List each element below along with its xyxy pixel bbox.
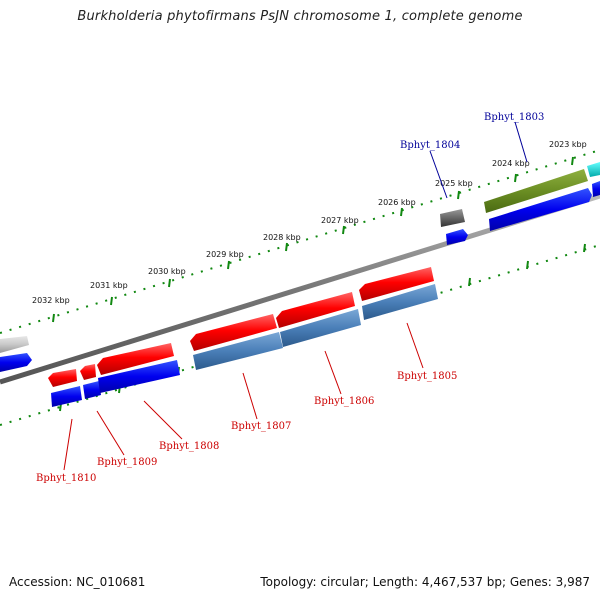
kbp-label: 2025 kbp bbox=[435, 179, 473, 188]
gene-feature bbox=[97, 343, 174, 375]
kbp-label: 2026 kbp bbox=[378, 198, 416, 207]
gene-label: Bphyt_1804 bbox=[400, 140, 460, 151]
gene-feature bbox=[484, 169, 588, 213]
map-title: Burkholderia phytofirmans PsJN chromosom… bbox=[77, 9, 523, 24]
gene-label: Bphyt_1809 bbox=[97, 457, 157, 468]
gene-label: Bphyt_1808 bbox=[159, 441, 219, 452]
outer-major-ticks bbox=[52, 156, 574, 323]
gene-feature bbox=[587, 162, 600, 177]
cds-feature bbox=[193, 332, 283, 370]
gene-label: Bphyt_1803 bbox=[484, 112, 544, 123]
cds-feature bbox=[362, 284, 438, 320]
kbp-label: 2024 kbp bbox=[492, 159, 530, 168]
accession-text: Accession: NC_010681 bbox=[9, 575, 146, 589]
kbp-scale: 2032 kbp 2031 kbp 2030 kbp 2029 kbp 2028… bbox=[32, 140, 587, 305]
cds-feature bbox=[592, 181, 600, 197]
gene-feature bbox=[276, 292, 355, 328]
kbp-label: 2030 kbp bbox=[148, 267, 186, 276]
cds-feature bbox=[0, 353, 32, 372]
minus-strand-features bbox=[48, 267, 438, 407]
kbp-label: 2027 kbp bbox=[321, 216, 359, 225]
gene-feature bbox=[80, 364, 96, 380]
gene-label: Bphyt_1810 bbox=[36, 473, 96, 484]
gene-label: Bphyt_1806 bbox=[314, 396, 374, 407]
plus-strand-features bbox=[0, 162, 600, 372]
kbp-label: 2031 kbp bbox=[90, 281, 128, 290]
kbp-label: 2028 kbp bbox=[263, 233, 301, 242]
gene-feature bbox=[440, 209, 465, 227]
cds-feature bbox=[489, 188, 592, 231]
cds-feature bbox=[98, 360, 180, 393]
kbp-label: 2023 kbp bbox=[549, 140, 587, 149]
gene-label: Bphyt_1807 bbox=[231, 421, 291, 432]
gene-feature bbox=[48, 369, 77, 387]
cds-feature bbox=[51, 386, 82, 407]
gene-feature bbox=[190, 314, 277, 351]
label-leaders bbox=[63, 121, 528, 471]
genome-stats-text: Topology: circular; Length: 4,467,537 bp… bbox=[260, 575, 590, 589]
cds-feature bbox=[446, 229, 468, 245]
gene-feature bbox=[0, 336, 29, 353]
cds-feature bbox=[83, 381, 101, 399]
kbp-label: 2032 kbp bbox=[32, 296, 70, 305]
gene-feature bbox=[359, 267, 434, 301]
gene-label: Bphyt_1805 bbox=[397, 371, 457, 382]
kbp-label: 2029 kbp bbox=[206, 250, 244, 259]
cds-feature bbox=[280, 309, 361, 347]
gene-labels: Bphyt_1804 Bphyt_1803 Bphyt_1810 Bphyt_1… bbox=[36, 112, 544, 484]
